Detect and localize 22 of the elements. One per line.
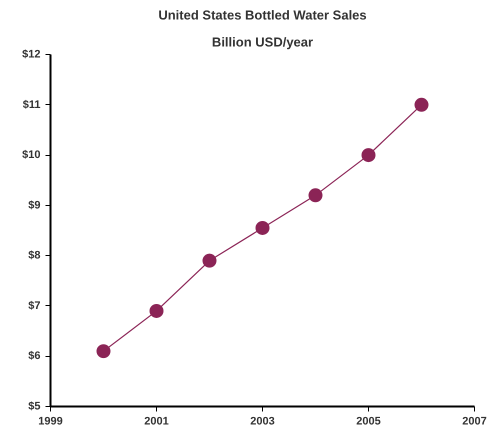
point	[256, 221, 270, 235]
chart-title: United States Bottled Water Sales	[158, 8, 367, 22]
x-tick-label: 2003	[250, 416, 275, 428]
y-tick-label: $9	[28, 199, 41, 212]
chart-subtitle: Billion USD/year	[212, 34, 314, 50]
point	[150, 304, 164, 318]
y-tick-label: $7	[28, 300, 41, 312]
y-tick-label: $8	[28, 250, 41, 262]
point	[96, 344, 110, 358]
x-tick-label: 2007	[462, 416, 487, 428]
point	[308, 188, 322, 202]
point	[414, 98, 428, 112]
x-tick-label: 2001	[144, 416, 169, 428]
y-tick-label: $10	[22, 149, 41, 162]
y-tick-label: $11	[22, 98, 41, 111]
y-tick-label: $6	[28, 350, 41, 362]
y-tick-label: $12	[22, 48, 41, 60]
x-tick-label: 2005	[356, 416, 381, 428]
point	[362, 148, 376, 162]
y-tick-label: $5	[28, 400, 41, 412]
x-tick-label: 1999	[38, 416, 63, 428]
point	[202, 254, 216, 268]
